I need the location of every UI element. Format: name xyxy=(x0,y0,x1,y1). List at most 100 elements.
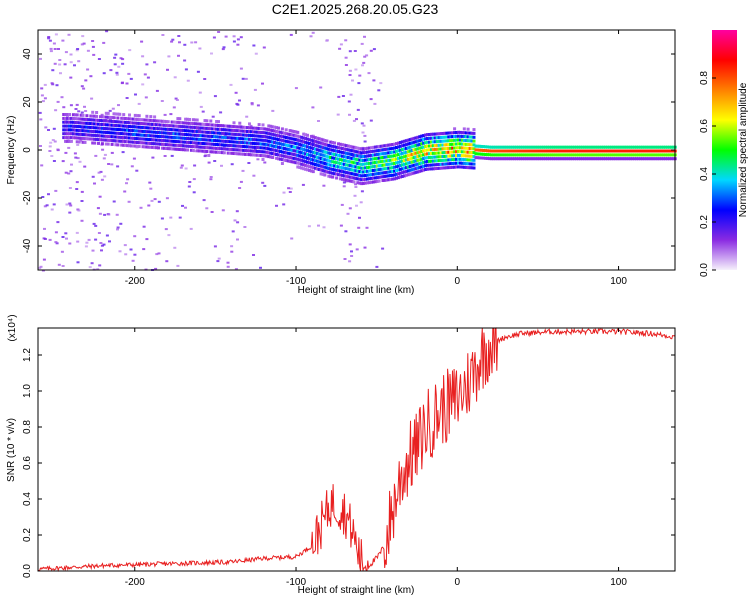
spectrogram-ridge-cell xyxy=(308,142,311,145)
spectrogram-ridge-cell xyxy=(381,167,385,171)
spectrogram-ridge-cell xyxy=(466,135,470,139)
spectrogram-ridge-cell xyxy=(147,126,151,130)
spectrogram-ridge-cell xyxy=(344,167,348,171)
spectrogram-ridge-cell xyxy=(633,153,637,157)
spectrogram-ridge-cell xyxy=(584,149,588,153)
spectrogram-ridge-cell xyxy=(232,152,236,155)
spectrogram-ridge-cell xyxy=(398,167,402,171)
spectrogram-ridge-cell xyxy=(286,147,290,151)
spectrogram-ridge-cell xyxy=(288,144,292,148)
spectrogram-ridge-cell xyxy=(517,145,520,149)
spectrogram-ridge-cell xyxy=(524,157,528,161)
spectrogram-ridge-cell xyxy=(398,164,402,167)
spectrogram-ridge-cell xyxy=(313,151,317,155)
spectrogram-ridge-cell xyxy=(302,144,306,148)
spectrogram-ridge-cell xyxy=(319,145,323,149)
spectrogram-ridge-cell xyxy=(129,136,133,140)
spectrogram-ridge-cell xyxy=(153,126,157,130)
spectrogram-ridge-cell xyxy=(242,129,246,133)
spectrogram-ridge-cell xyxy=(435,147,439,151)
spectrogram-ridge-cell xyxy=(662,157,666,161)
spectrogram-ridge-cell xyxy=(364,177,368,181)
spectrogram-ridge-cell xyxy=(464,162,468,166)
spectrogram-ridge-cell xyxy=(398,148,402,152)
spectrogram-ridge-cell xyxy=(346,159,350,163)
spectrogram-cloud-cell xyxy=(99,170,103,173)
spectrogram-ridge-cell xyxy=(311,166,315,170)
spectrogram-ridge-cell xyxy=(431,148,435,152)
spectrogram-ridge-cell xyxy=(664,149,667,153)
spectrogram-ridge-cell xyxy=(329,156,333,159)
spectrogram-ridge-cell xyxy=(311,147,315,150)
spectrogram-cloud-cell xyxy=(157,252,161,255)
spectrogram-ridge-cell xyxy=(627,157,631,161)
spectrogram-ridge-cell xyxy=(309,154,313,158)
spectrogram-ridge-cell xyxy=(188,133,191,137)
spectrogram-ridge-cell xyxy=(418,146,422,150)
spectrogram-ridge-cell xyxy=(393,177,397,181)
spectrogram-ridge-cell xyxy=(75,140,79,144)
spectrogram-ridge-cell xyxy=(129,140,133,144)
spectrogram-ridge-cell xyxy=(137,125,141,129)
spectrogram-cloud-cell xyxy=(259,266,262,269)
spectrogram-ridge-cell xyxy=(619,149,623,153)
spectrogram-ridge-cell xyxy=(215,131,219,135)
spectrogram-ridge-cell xyxy=(323,142,327,146)
spectrogram-ridge-cell xyxy=(619,145,623,149)
spectrogram-ridge-cell xyxy=(404,170,408,173)
spectrogram-ridge-cell xyxy=(129,129,133,132)
spectrogram-ridge-cell xyxy=(360,170,364,174)
spectrogram-ridge-cell xyxy=(275,156,279,160)
spectrogram-ridge-cell xyxy=(139,125,143,129)
spectrogram-ridge-cell xyxy=(360,155,364,159)
spectrogram-ridge-cell xyxy=(188,118,191,121)
spectrogram-ridge-cell xyxy=(422,149,426,153)
spectrogram-ridge-cell xyxy=(385,166,389,170)
spectrogram-ridge-cell xyxy=(406,173,410,177)
spectrogram-cloud-cell xyxy=(111,107,115,110)
spectrogram-cloud-cell xyxy=(355,248,359,251)
spectrogram-ridge-cell xyxy=(352,180,356,184)
spectrogram-ridge-cell xyxy=(280,158,284,162)
spectrogram-cloud-cell xyxy=(73,64,76,67)
spectrogram-ridge-cell xyxy=(147,130,151,134)
spectrogram-ridge-cell xyxy=(398,144,402,148)
spectrogram-ridge-cell xyxy=(395,165,398,169)
spectrogram-ridge-cell xyxy=(458,154,462,157)
spectrogram-ridge-cell xyxy=(182,125,186,129)
spectrogram-cloud-cell xyxy=(337,95,341,98)
spectrogram-ridge-cell xyxy=(381,152,385,156)
spectrogram-ridge-cell xyxy=(327,163,331,167)
spectrogram-ridge-cell xyxy=(402,151,406,155)
spectrogram-ridge-cell xyxy=(443,143,447,147)
spectrogram-ridge-cell xyxy=(424,141,428,145)
spectrogram-ridge-cell xyxy=(331,152,335,156)
spectrogram-ridge-cell xyxy=(404,146,408,150)
spectrogram-ridge-cell xyxy=(205,134,209,138)
snr-y-tick-label: 1.0 xyxy=(22,384,33,398)
spectrogram-ridge-cell xyxy=(466,139,470,143)
spectrogram-ridge-cell xyxy=(282,135,286,139)
spectrogram-ridge-cell xyxy=(197,122,201,126)
spectrogram-ridge-cell xyxy=(174,128,178,132)
spectrogram-ridge-cell xyxy=(205,150,209,153)
spectrogram-cloud-cell xyxy=(98,264,102,267)
spectrogram-ridge-cell xyxy=(354,150,358,154)
spectrogram-ridge-cell xyxy=(120,143,124,147)
spectrogram-ridge-cell xyxy=(253,138,257,142)
spectrogram-ridge-cell xyxy=(377,148,381,152)
spectrogram-ridge-cell xyxy=(230,132,234,136)
spectrogram-ridge-cell xyxy=(397,172,400,176)
spectrogram-ridge-cell xyxy=(64,132,68,136)
spectrogram-ridge-cell xyxy=(577,149,580,153)
spectrogram-ridge-cell xyxy=(83,140,87,144)
spectrogram-cloud-cell xyxy=(80,43,84,46)
spectrogram-ridge-cell xyxy=(366,173,369,177)
spectrogram-ridge-cell xyxy=(578,149,582,153)
spectrogram-ridge-cell xyxy=(524,149,528,153)
spectrogram-cloud-cell xyxy=(234,268,238,270)
spectrogram-cloud-cell xyxy=(75,49,79,52)
spectrogram-ridge-cell xyxy=(369,161,373,165)
spectrogram-ridge-cell xyxy=(220,124,224,128)
spectrogram-ridge-cell xyxy=(416,151,420,155)
